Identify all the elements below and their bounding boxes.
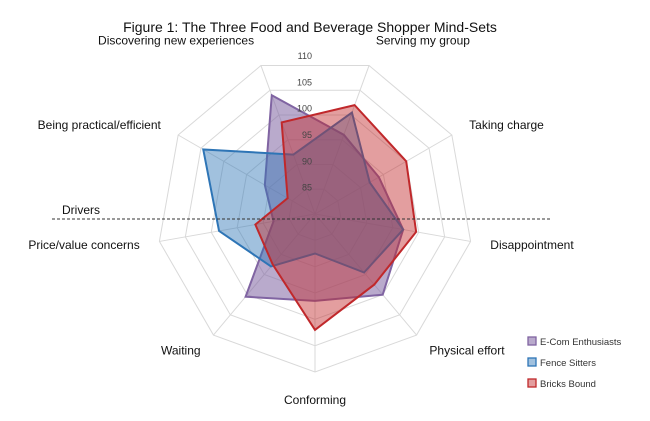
tick-label-100: 100 — [297, 104, 312, 114]
axis-label-7: Price/value concerns — [28, 238, 139, 252]
axis-label-9: Discovering new experiences — [98, 34, 254, 48]
grid-ring-100 — [210, 114, 420, 320]
tick-label-95: 95 — [302, 130, 312, 140]
grid-ring-105 — [184, 89, 446, 347]
series-2-polygon — [202, 110, 405, 274]
radial-ticks: 85 90 95 100 105 110 — [297, 51, 312, 193]
legend-label-3: Bricks Bound — [540, 379, 596, 390]
radar-series — [202, 93, 418, 332]
legend: E-Com Enthusiasts Fence Sitters Bricks Bou… — [527, 336, 622, 390]
tick-label-85: 85 — [302, 183, 312, 193]
legend-swatch-1 — [527, 336, 537, 346]
axis-label-8: Being practical/efficient — [38, 118, 162, 132]
axis-label-1: Serving my group — [376, 34, 470, 48]
axis-label-3: Disappointment — [490, 238, 574, 252]
legend-swatch-2 — [527, 357, 537, 367]
grid-ring-110 — [158, 65, 472, 373]
tick-label-90: 90 — [302, 156, 312, 166]
tick-label-105: 105 — [297, 77, 312, 87]
axis-label-6: Waiting — [161, 343, 201, 357]
legend-label-2: Fence Sitters — [540, 358, 596, 369]
drivers-annotation: Drivers — [52, 203, 552, 220]
legend-swatch-3 — [527, 378, 537, 388]
axis-label-4: Physical effort — [429, 343, 505, 357]
series-1-polygon — [244, 93, 405, 302]
series-3-polygon — [254, 104, 418, 332]
axis-labels: Serving my group Taking charge Disappointm… — [28, 34, 574, 407]
drivers-label: Drivers — [62, 203, 100, 217]
axis-label-5: Conforming — [284, 393, 346, 407]
legend-label-1: E-Com Enthusiasts — [540, 337, 622, 348]
tick-label-110: 110 — [298, 51, 312, 61]
axis-label-2: Taking charge — [469, 118, 544, 132]
chart-title: Figure 1: The Three Food and Beverage Sh… — [123, 19, 497, 35]
